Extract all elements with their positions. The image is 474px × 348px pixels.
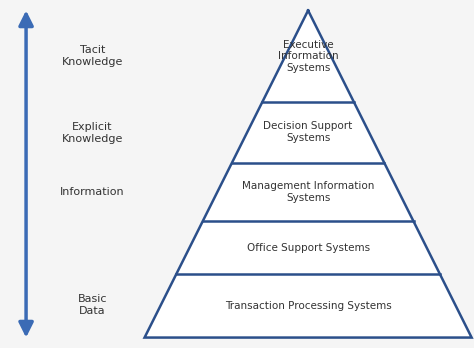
Text: Office Support Systems: Office Support Systems bbox=[246, 243, 370, 253]
Polygon shape bbox=[145, 274, 472, 338]
Polygon shape bbox=[262, 10, 354, 102]
Polygon shape bbox=[232, 102, 384, 163]
Polygon shape bbox=[202, 163, 414, 221]
Text: Transaction Processing Systems: Transaction Processing Systems bbox=[225, 301, 392, 311]
Polygon shape bbox=[176, 221, 440, 274]
Text: Decision Support
Systems: Decision Support Systems bbox=[264, 121, 353, 143]
Text: Explicit
Knowledge: Explicit Knowledge bbox=[62, 122, 123, 144]
Text: Management Information
Systems: Management Information Systems bbox=[242, 181, 374, 203]
Text: Executive
Information
Systems: Executive Information Systems bbox=[278, 40, 338, 73]
Text: Information: Information bbox=[60, 187, 125, 197]
Text: Tacit
Knowledge: Tacit Knowledge bbox=[62, 46, 123, 67]
Text: Basic
Data: Basic Data bbox=[78, 294, 107, 316]
